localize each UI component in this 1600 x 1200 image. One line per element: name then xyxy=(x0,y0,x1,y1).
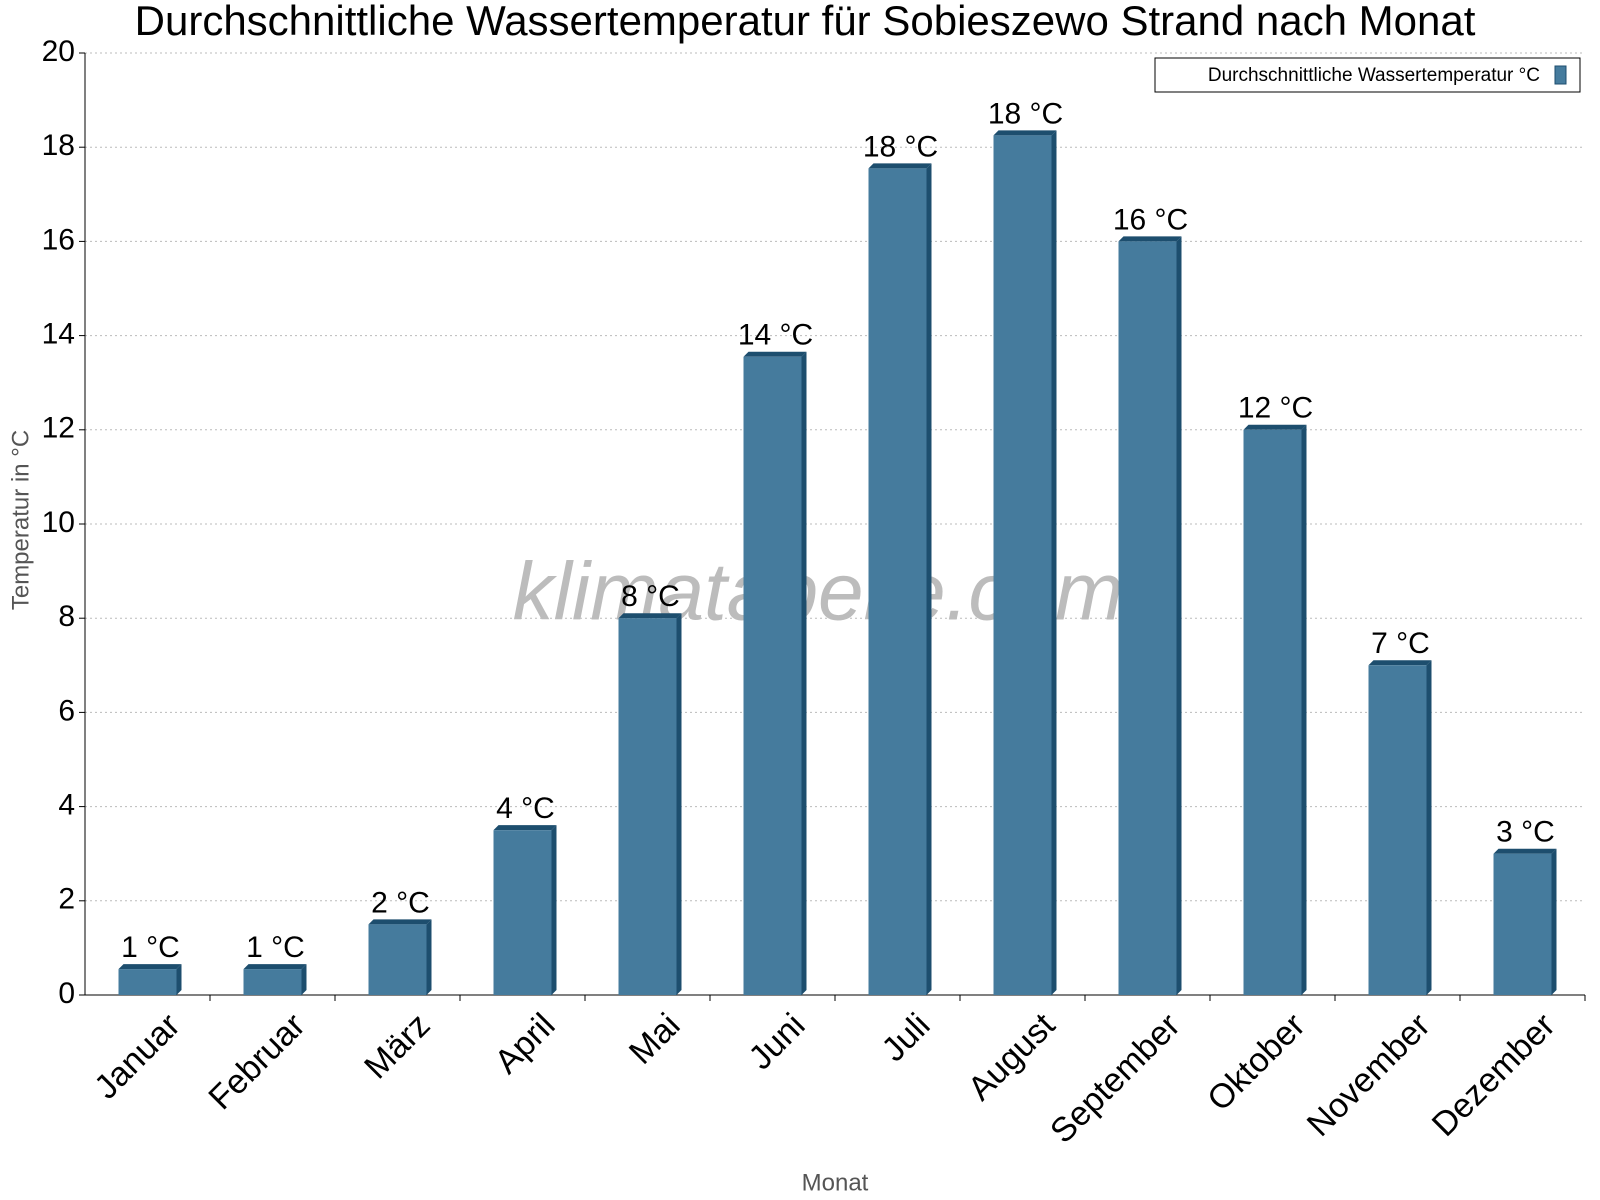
bar-top xyxy=(368,919,432,925)
bar-top xyxy=(868,163,932,169)
bar xyxy=(368,924,427,995)
value-label: 18 °C xyxy=(863,130,938,163)
x-tick-label: Dezember xyxy=(1425,1006,1563,1144)
bar-top xyxy=(1368,660,1432,666)
x-tick-label: Oktober xyxy=(1200,1006,1312,1118)
bar-top xyxy=(493,825,557,831)
x-axis-label: Monat xyxy=(802,1169,869,1196)
y-tick-label: 0 xyxy=(58,977,75,1010)
legend-swatch xyxy=(1554,65,1567,85)
bar xyxy=(1368,665,1427,995)
y-tick-label: 12 xyxy=(42,412,75,445)
value-label: 1 °C xyxy=(246,931,305,964)
value-label: 3 °C xyxy=(1496,816,1555,849)
x-tick-label: September xyxy=(1043,1006,1187,1150)
y-tick-label: 14 xyxy=(42,318,75,351)
x-tick-label: Mai xyxy=(622,1006,688,1072)
bar-side xyxy=(1551,848,1557,995)
x-tick-label: Januar xyxy=(87,1006,187,1106)
bar-top xyxy=(993,130,1057,136)
bar xyxy=(1493,853,1552,995)
bar-top xyxy=(118,964,182,970)
x-tick-label: März xyxy=(357,1006,437,1086)
bar-side xyxy=(1176,236,1182,995)
bar-top xyxy=(243,964,307,970)
bar xyxy=(993,135,1052,996)
x-tick-label: Juli xyxy=(875,1006,938,1069)
bar-side xyxy=(551,825,557,995)
value-label: 7 °C xyxy=(1371,627,1430,660)
legend-box xyxy=(1154,57,1581,93)
bar-side xyxy=(426,919,432,995)
bar xyxy=(1118,241,1177,995)
y-tick-label: 2 xyxy=(58,883,75,916)
value-label: 18 °C xyxy=(988,97,1063,130)
bar xyxy=(868,168,927,995)
chart-title: Durchschnittliche Wassertemperatur für S… xyxy=(135,0,1476,44)
bar-top xyxy=(618,613,682,619)
value-label: 16 °C xyxy=(1113,203,1188,236)
bar xyxy=(493,830,552,995)
value-label: 12 °C xyxy=(1238,392,1313,425)
bar-top xyxy=(743,351,807,357)
value-label: 2 °C xyxy=(371,886,430,919)
x-tick-label: Juni xyxy=(742,1006,813,1077)
y-tick-label: 6 xyxy=(58,694,75,727)
bar xyxy=(1243,429,1302,995)
bar-side xyxy=(1301,424,1307,995)
x-tick-label: April xyxy=(488,1006,563,1081)
x-tick-label: August xyxy=(961,1006,1063,1108)
bar-top xyxy=(1493,848,1557,854)
bar-side xyxy=(676,613,682,995)
bar-top xyxy=(1243,424,1307,430)
x-tick-label: November xyxy=(1300,1006,1438,1144)
value-label: 8 °C xyxy=(621,580,680,613)
y-tick-label: 18 xyxy=(42,129,75,162)
bar xyxy=(618,618,677,995)
value-label: 4 °C xyxy=(496,792,555,825)
bar xyxy=(743,356,802,995)
y-tick-label: 4 xyxy=(58,789,75,822)
legend-label: Durchschnittliche Wassertemperatur °C xyxy=(1208,65,1540,86)
y-axis-label: Temperatur in °C xyxy=(7,430,34,610)
bar xyxy=(118,969,177,995)
bar-side xyxy=(176,964,182,995)
x-tick-label: Februar xyxy=(201,1006,312,1117)
bar-side xyxy=(301,964,307,995)
y-tick-label: 16 xyxy=(42,223,75,256)
y-tick-label: 8 xyxy=(58,600,75,633)
bar-top xyxy=(1118,236,1182,242)
y-tick-label: 20 xyxy=(42,35,75,68)
bar xyxy=(243,969,302,995)
bar-side xyxy=(926,163,932,995)
bar-side xyxy=(1426,660,1432,995)
y-tick-label: 10 xyxy=(42,506,75,539)
value-label: 1 °C xyxy=(121,931,180,964)
bar-side xyxy=(801,351,807,995)
value-label: 14 °C xyxy=(738,319,813,352)
bar-side xyxy=(1051,130,1057,996)
